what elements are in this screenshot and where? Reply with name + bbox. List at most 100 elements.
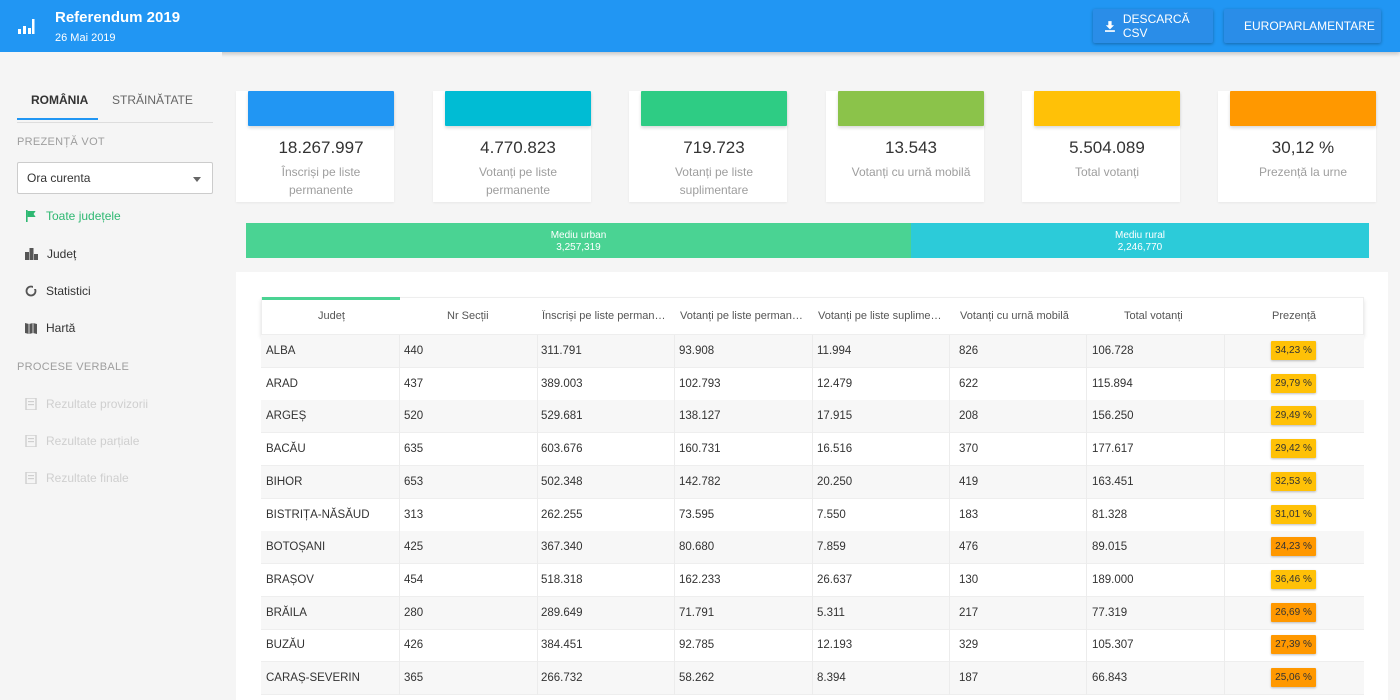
column-header-votanti-permanente[interactable]: Votanți pe liste permanente bbox=[680, 310, 804, 322]
europarlamentare-label: EUROPARLAMENTARE bbox=[1244, 19, 1375, 33]
table-row[interactable]: ARGEȘ 520 529.681 138.127 17.915 208 156.250 29… bbox=[261, 400, 1364, 434]
table-row[interactable]: CARAȘ-SEVERIN 365 266.732 58.262 8.394 187 66.… bbox=[261, 662, 1364, 695]
sort-indicator bbox=[262, 297, 400, 300]
column-header-judet[interactable]: Județ bbox=[318, 310, 345, 322]
table-cell: 17.915 bbox=[817, 410, 853, 423]
table-cell: 105.307 bbox=[1092, 639, 1134, 652]
top-app-bar: Referendum 2019 26 Mai 2019 DESCARCĂ CSV… bbox=[0, 0, 1400, 52]
nav-toate-judetele[interactable]: Toate județele bbox=[25, 209, 121, 223]
download-csv-label: DESCARCĂ CSV bbox=[1122, 12, 1190, 40]
rural-label: Mediu rural bbox=[1114, 230, 1166, 241]
table-cell: 177.617 bbox=[1092, 443, 1134, 456]
column-header-inscrisi[interactable]: Înscriși pe liste permanente bbox=[542, 310, 668, 322]
column-divider bbox=[949, 629, 950, 663]
table-row[interactable]: ARAD 437 389.003 102.793 12.479 622 115.894 29,… bbox=[261, 367, 1364, 401]
column-divider bbox=[674, 498, 675, 532]
nav-harta[interactable]: Hartă bbox=[25, 321, 75, 335]
column-divider bbox=[1224, 563, 1225, 597]
table-cell: 92.785 bbox=[679, 639, 715, 652]
column-divider bbox=[674, 367, 675, 401]
rural-value: 2,246,770 bbox=[1117, 242, 1163, 253]
column-divider bbox=[399, 596, 400, 630]
stat-card-value: 719.723 bbox=[683, 138, 745, 157]
column-divider bbox=[812, 563, 813, 597]
section-procese-verbale: PROCESE VERBALE bbox=[17, 361, 130, 373]
building-icon bbox=[25, 248, 38, 260]
nav-judet[interactable]: Județ bbox=[25, 247, 76, 261]
nav-statistici[interactable]: Statistici bbox=[25, 284, 91, 298]
column-divider bbox=[1224, 367, 1225, 401]
table-cell: 476 bbox=[959, 541, 979, 554]
table-row[interactable]: BACĂU 635 603.676 160.731 16.516 370 177.617 29… bbox=[261, 433, 1364, 467]
column-divider bbox=[674, 335, 675, 368]
column-divider bbox=[537, 531, 538, 565]
caret-down-icon bbox=[193, 177, 201, 182]
stat-card-label: Înscriși pe liste permanente bbox=[281, 165, 361, 197]
stat-card-value: 18.267.997 bbox=[278, 138, 364, 157]
column-header-total-votanti[interactable]: Total votanți bbox=[1124, 310, 1183, 322]
europarlamentare-button[interactable]: EUROPARLAMENTARE bbox=[1224, 9, 1381, 43]
column-divider bbox=[1086, 465, 1087, 499]
column-divider bbox=[399, 662, 400, 695]
document-icon bbox=[25, 435, 37, 447]
table-cell: 11.994 bbox=[817, 345, 852, 357]
time-select[interactable]: Ora curenta bbox=[17, 162, 213, 194]
table-cell: BRAȘOV bbox=[266, 573, 314, 586]
table-cell: 80.680 bbox=[679, 541, 715, 554]
column-divider bbox=[399, 465, 400, 499]
prezenta-badge: 31,01 % bbox=[1271, 504, 1316, 524]
prezenta-badge: 26,69 % bbox=[1271, 602, 1316, 622]
table-cell: ARGEȘ bbox=[266, 410, 307, 423]
rural-segment: Mediu rural 2,246,770 bbox=[911, 223, 1369, 258]
table-cell: 365 bbox=[404, 672, 424, 684]
table-header: Județ Nr Secții Înscriși pe liste perman… bbox=[261, 297, 1364, 335]
column-divider bbox=[1224, 433, 1225, 467]
table-cell: 518.318 bbox=[541, 573, 583, 586]
table-cell: 93.908 bbox=[679, 345, 715, 357]
column-divider bbox=[1086, 335, 1087, 368]
column-header-nr-sectii[interactable]: Nr Secții bbox=[447, 310, 489, 322]
table-row[interactable]: BRĂILA 280 289.649 71.791 5.311 217 77.319 26,6… bbox=[261, 596, 1364, 630]
column-divider bbox=[812, 596, 813, 630]
column-divider bbox=[1224, 596, 1225, 630]
table-row[interactable]: BIHOR 653 502.348 142.782 20.250 419 163.451 32… bbox=[261, 465, 1364, 499]
column-header-votanti-suplimentare[interactable]: Votanți pe liste suplimentare bbox=[818, 310, 944, 322]
download-csv-button[interactable]: DESCARCĂ CSV bbox=[1093, 9, 1213, 43]
table-cell: 12.193 bbox=[817, 639, 853, 652]
stat-card-label: Votanți pe liste permanente bbox=[478, 165, 558, 197]
table-cell: 156.250 bbox=[1092, 410, 1134, 423]
stat-card-value: 4.770.823 bbox=[480, 138, 556, 157]
table-cell: 826 bbox=[959, 345, 979, 357]
table-cell: 16.516 bbox=[817, 443, 853, 456]
column-divider bbox=[537, 498, 538, 532]
prezenta-badge: 29,49 % bbox=[1271, 406, 1316, 426]
document-icon bbox=[25, 472, 37, 484]
map-icon bbox=[25, 323, 37, 334]
table-row[interactable]: BISTRIȚA-NĂSĂUD 313 262.255 73.595 7.550 183 8… bbox=[261, 498, 1364, 532]
stat-card-total-votanti: 5.504.089 Total votanți bbox=[1022, 91, 1180, 202]
stat-card-color-band bbox=[1230, 91, 1376, 126]
active-tab-indicator bbox=[17, 118, 98, 120]
table-row[interactable]: BRAȘOV 454 518.318 162.233 26.637 130 189.000 3… bbox=[261, 563, 1364, 597]
prezenta-badge: 34,23 % bbox=[1271, 341, 1316, 360]
column-header-urna-mobila[interactable]: Votanți cu urnă mobilă bbox=[960, 310, 1069, 322]
tab-strainatate[interactable]: STRĂINĂTATE bbox=[112, 93, 193, 107]
column-divider bbox=[399, 531, 400, 565]
table-row[interactable]: BUZĂU 426 384.451 92.785 12.193 329 105.307 27,… bbox=[261, 629, 1364, 663]
tab-romania[interactable]: ROMÂNIA bbox=[31, 93, 89, 107]
column-header-prezenta[interactable]: Prezență bbox=[1272, 310, 1317, 322]
table-cell: 66.843 bbox=[1092, 672, 1128, 684]
table-cell: 262.255 bbox=[541, 508, 583, 521]
column-divider bbox=[537, 629, 538, 663]
tabs-divider bbox=[17, 122, 213, 123]
stat-card-color-band bbox=[445, 91, 591, 126]
table-row[interactable]: BOTOȘANI 425 367.340 80.680 7.859 476 89.015 24… bbox=[261, 531, 1364, 565]
column-divider bbox=[812, 531, 813, 565]
nav-judet-label: Județ bbox=[47, 247, 77, 261]
column-divider bbox=[674, 400, 675, 434]
table-row[interactable]: ALBA 440 311.791 93.908 11.994 826 106.728 34,2… bbox=[261, 335, 1364, 368]
app-subtitle: 26 Mai 2019 bbox=[55, 32, 116, 44]
nav-harta-label: Hartă bbox=[46, 321, 76, 335]
sidebar: ROMÂNIA STRĂINĂTATE PREZENȚĂ VOT Ora cur… bbox=[0, 52, 222, 700]
column-divider bbox=[399, 498, 400, 532]
